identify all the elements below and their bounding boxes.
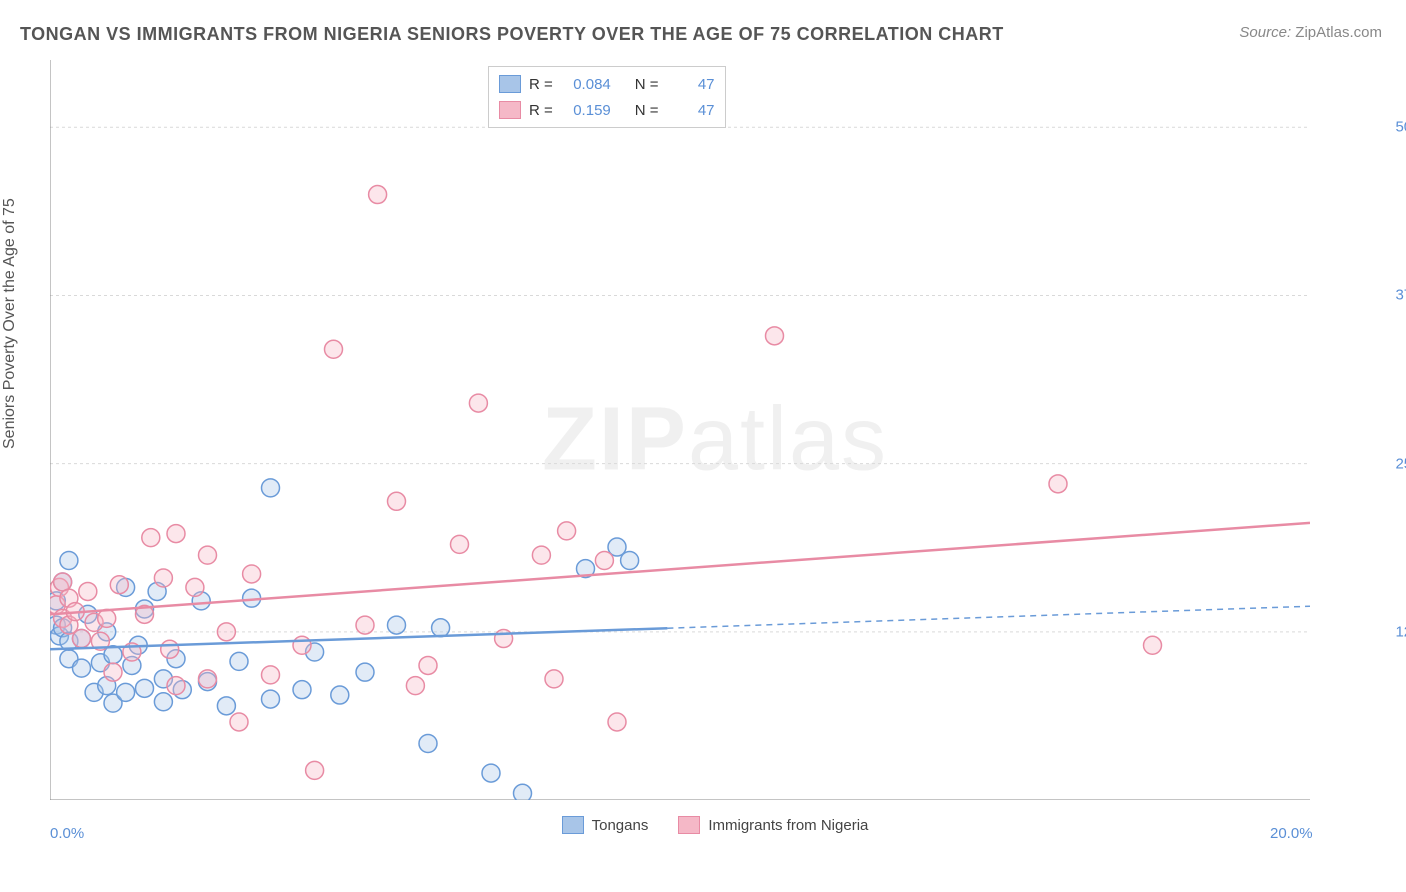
chart-area: ZIPatlas R =0.084N =47R =0.159N =47 12.5… <box>50 60 1380 820</box>
source-attribution: Source: ZipAtlas.com <box>1239 24 1382 41</box>
legend-bottom: Tongans Immigrants from Nigeria <box>50 816 1380 834</box>
n-value: 47 <box>665 102 715 119</box>
legend-label: Tongans <box>592 817 649 834</box>
legend-stats-row: R = 0.159 N = 47 <box>499 97 715 123</box>
legend-swatch <box>562 816 584 834</box>
r-value: 0.159 <box>561 102 611 119</box>
source-label: Source: <box>1239 24 1291 41</box>
legend-stats-row: R = 0.084 N = 47 <box>499 71 715 97</box>
y-axis-label: Seniors Poverty Over the Age of 75 <box>1 198 19 449</box>
r-value: 0.084 <box>561 76 611 93</box>
y-tick-label: 12.5% <box>1395 623 1406 640</box>
legend-swatch <box>499 75 521 93</box>
chart-container: TONGAN VS IMMIGRANTS FROM NIGERIA SENIOR… <box>0 0 1406 892</box>
legend-item: Immigrants from Nigeria <box>678 816 868 834</box>
chart-title: TONGAN VS IMMIGRANTS FROM NIGERIA SENIOR… <box>20 24 1004 45</box>
source-name: ZipAtlas.com <box>1295 24 1382 41</box>
scatter-plot <box>50 60 1310 800</box>
y-tick-label: 50.0% <box>1395 119 1406 136</box>
r-label: R = <box>529 102 553 119</box>
y-tick-label: 25.0% <box>1395 455 1406 472</box>
legend-swatch <box>678 816 700 834</box>
y-tick-label: 37.5% <box>1395 287 1406 304</box>
r-label: R = <box>529 76 553 93</box>
legend-label: Immigrants from Nigeria <box>708 817 868 834</box>
legend-stats: R = 0.084 N = 47 R = 0.159 N = 47 <box>488 66 726 128</box>
legend-item: Tongans <box>562 816 649 834</box>
n-label: N = <box>635 102 659 119</box>
n-label: N = <box>635 76 659 93</box>
legend-swatch <box>499 101 521 119</box>
n-value: 47 <box>665 76 715 93</box>
